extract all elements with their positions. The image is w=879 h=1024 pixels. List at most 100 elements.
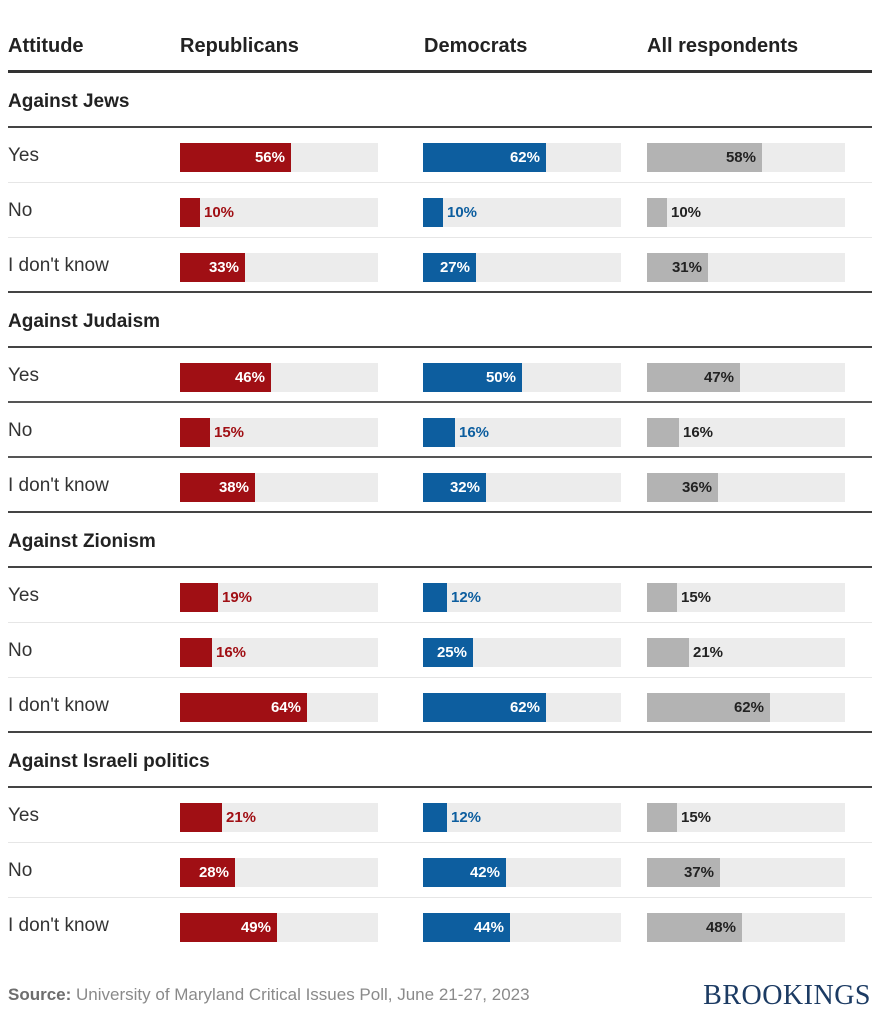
- bar-track-all-respondents: 36%: [647, 473, 845, 502]
- bar-value-label: 27%: [439, 259, 470, 276]
- bar-track-all-respondents: 48%: [647, 913, 845, 942]
- bar-track-all-respondents: 15%: [647, 583, 845, 612]
- bar-republicans: [180, 473, 255, 502]
- bar-all-respondents: [647, 253, 708, 282]
- bar-republicans: [180, 253, 245, 282]
- bar-value-label: 16%: [459, 424, 490, 441]
- bar-track-republicans: 15%: [180, 418, 378, 447]
- group-title: Against Zionism: [8, 513, 872, 568]
- brookings-logo: BROOKINGS: [703, 980, 871, 1011]
- bar-value-label: 50%: [485, 369, 516, 386]
- bar-democrats: [423, 198, 443, 227]
- bar-all-respondents: [647, 803, 677, 832]
- bar-value-label: 10%: [204, 204, 235, 221]
- bar-value-label: 36%: [681, 479, 712, 496]
- bar-track-democrats: 44%: [423, 913, 621, 942]
- bar-republicans: [180, 803, 222, 832]
- bar-value-label: 42%: [469, 864, 500, 881]
- row-label: Yes: [8, 585, 39, 606]
- bar-track-democrats: 10%: [423, 198, 621, 227]
- bar-value-label: 31%: [671, 259, 702, 276]
- bar-democrats: [423, 418, 455, 447]
- row-label: No: [8, 420, 33, 441]
- bar-democrats: [423, 803, 447, 832]
- header-democrats: Democrats: [424, 35, 528, 57]
- bar-all-respondents: [647, 638, 689, 667]
- source-label: Source:: [8, 985, 72, 1004]
- bar-value-label: 48%: [705, 919, 736, 936]
- bar-track-democrats: 62%: [423, 693, 621, 722]
- bar-value-label: 15%: [681, 809, 712, 826]
- bar-democrats: [423, 858, 506, 887]
- bar-track-democrats: 25%: [423, 638, 621, 667]
- bar-value-label: 47%: [703, 369, 734, 386]
- bar-value-label: 38%: [218, 479, 249, 496]
- bar-track-democrats: 32%: [423, 473, 621, 502]
- header-republicans: Republicans: [180, 35, 299, 57]
- bar-value-label: 28%: [198, 864, 229, 881]
- row-label: I don't know: [8, 695, 109, 716]
- bar-democrats: [423, 638, 473, 667]
- bar-value-label: 21%: [226, 809, 257, 826]
- bar-track-democrats: 42%: [423, 858, 621, 887]
- bar-all-respondents: [647, 583, 677, 612]
- table-row: I don't know 49% 44% 48%: [8, 898, 872, 953]
- bar-value-label: 16%: [216, 644, 247, 661]
- table-row: Yes 21% 12% 15%: [8, 788, 872, 843]
- bar-democrats: [423, 693, 546, 722]
- group-title: Against Judaism: [8, 293, 872, 348]
- bar-value-label: 12%: [451, 589, 482, 606]
- bar-track-democrats: 50%: [423, 363, 621, 392]
- bar-value-label: 21%: [693, 644, 724, 661]
- table-row: I don't know 64% 62% 62%: [8, 678, 872, 733]
- row-label: I don't know: [8, 915, 109, 936]
- groups-container: Against Jews Yes 56% 62% 58% No 10% 10% 10% I don…: [8, 73, 872, 953]
- table-row: No 15% 16% 16%: [8, 403, 872, 458]
- bar-value-label: 62%: [733, 699, 764, 716]
- bar-track-republicans: 56%: [180, 143, 378, 172]
- chart-table: Attitude Republicans Democrats All respo…: [8, 0, 872, 953]
- row-label: No: [8, 860, 33, 881]
- bar-value-label: 37%: [683, 864, 714, 881]
- table-header: Attitude Republicans Democrats All respo…: [8, 0, 872, 73]
- table-row: No 10% 10% 10%: [8, 183, 872, 238]
- table-row: Yes 56% 62% 58%: [8, 128, 872, 183]
- bar-value-label: 62%: [509, 699, 540, 716]
- bar-republicans: [180, 858, 235, 887]
- bar-value-label: 58%: [725, 149, 756, 166]
- row-label: Yes: [8, 365, 39, 386]
- bar-track-republicans: 10%: [180, 198, 378, 227]
- bar-value-label: 25%: [436, 644, 467, 661]
- source-text: University of Maryland Critical Issues P…: [71, 985, 530, 1004]
- bar-republicans: [180, 913, 277, 942]
- source-note: Source: University of Maryland Critical …: [8, 985, 530, 1005]
- bar-track-all-respondents: 47%: [647, 363, 845, 392]
- bar-track-democrats: 27%: [423, 253, 621, 282]
- bar-value-label: 15%: [681, 589, 712, 606]
- bar-track-all-respondents: 58%: [647, 143, 845, 172]
- bar-track-democrats: 62%: [423, 143, 621, 172]
- bar-value-label: 32%: [449, 479, 480, 496]
- bar-value-label: 10%: [671, 204, 702, 221]
- bar-democrats: [423, 913, 510, 942]
- bar-value-label: 10%: [447, 204, 478, 221]
- table-row: I don't know 38% 32% 36%: [8, 458, 872, 513]
- bar-value-label: 64%: [270, 699, 301, 716]
- bar-all-respondents: [647, 473, 718, 502]
- table-row: No 28% 42% 37%: [8, 843, 872, 898]
- row-label: No: [8, 640, 33, 661]
- table-row: I don't know 33% 27% 31%: [8, 238, 872, 293]
- bar-track-democrats: 12%: [423, 803, 621, 832]
- bar-value-label: 56%: [254, 149, 285, 166]
- bar-republicans: [180, 583, 218, 612]
- bar-all-respondents: [647, 198, 667, 227]
- bar-track-all-respondents: 10%: [647, 198, 845, 227]
- table-row: No 16% 25% 21%: [8, 623, 872, 678]
- row-label: Yes: [8, 805, 39, 826]
- bar-all-respondents: [647, 693, 770, 722]
- bar-democrats: [423, 253, 476, 282]
- bar-value-label: 62%: [509, 149, 540, 166]
- bar-republicans: [180, 638, 212, 667]
- bar-republicans: [180, 693, 307, 722]
- bar-value-label: 46%: [234, 369, 265, 386]
